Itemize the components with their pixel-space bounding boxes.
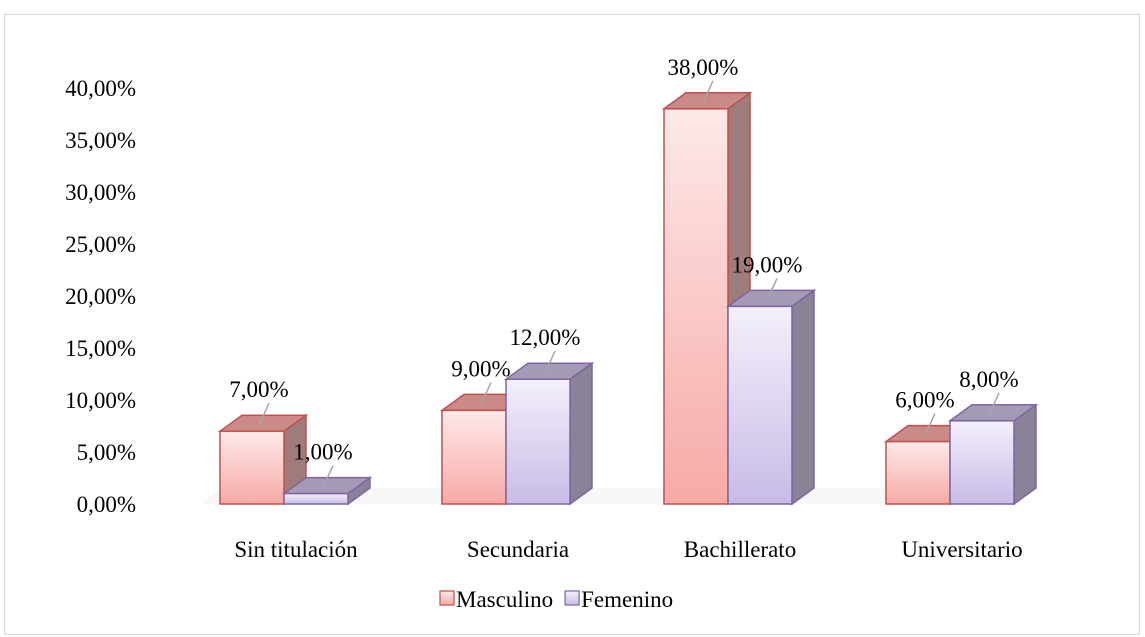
x-axis-categories: Sin titulación Secundaria Bachillerato Univ… bbox=[234, 537, 1022, 562]
bar-masculino-0 bbox=[217, 413, 309, 506]
y-tick-label: 15,00% bbox=[65, 336, 136, 361]
data-label: 8,00% bbox=[959, 367, 1018, 392]
legend-swatch-femenino bbox=[564, 590, 580, 606]
y-tick-label: 40,00% bbox=[65, 76, 136, 101]
y-tick-label: 0,00% bbox=[77, 492, 136, 517]
y-tick-label: 20,00% bbox=[65, 284, 136, 309]
y-tick-label: 35,00% bbox=[65, 128, 136, 153]
bar-femenino-2 bbox=[725, 288, 817, 506]
bar-femenino-3 bbox=[947, 403, 1039, 506]
data-labels: 7,00% 1,00% 9,00%12,00% 38,00% 19,00% 6,00%8,… bbox=[229, 55, 1019, 488]
bars bbox=[217, 91, 1039, 506]
chart-floor-plane bbox=[200, 488, 1022, 504]
bar-side-face bbox=[569, 361, 593, 506]
bar-masculino-2 bbox=[661, 91, 753, 506]
y-tick-label: 5,00% bbox=[77, 440, 136, 465]
data-label: 6,00% bbox=[895, 388, 954, 413]
bar-front-face bbox=[505, 378, 571, 505]
y-axis-ticks: 0,00% 5,00% 10,00% 15,00% 20,00% 25,00% 30,00%… bbox=[65, 76, 136, 517]
category-label: Secundaria bbox=[467, 537, 569, 562]
data-label: 1,00% bbox=[293, 440, 352, 465]
chart-floor bbox=[200, 488, 1022, 504]
bar-front-face bbox=[219, 430, 285, 505]
bar-front-face bbox=[663, 108, 729, 505]
data-label: 19,00% bbox=[732, 252, 803, 277]
y-tick-label: 10,00% bbox=[65, 388, 136, 413]
legend-swatch-masculino bbox=[439, 590, 455, 606]
data-label-leader bbox=[544, 350, 556, 374]
legend-label-masculino: Masculino bbox=[456, 587, 553, 612]
data-label-leader bbox=[480, 382, 492, 405]
bar-femenino-1 bbox=[503, 361, 595, 506]
bar-front-face bbox=[949, 420, 1015, 505]
bar-femenino-0 bbox=[281, 476, 373, 506]
bar-side-face bbox=[1013, 403, 1037, 506]
data-label-leader bbox=[988, 392, 1000, 416]
bar-front-face bbox=[885, 440, 951, 505]
category-label: Sin titulación bbox=[234, 537, 358, 562]
data-label-leader bbox=[766, 278, 778, 301]
legend: Masculino Femenino bbox=[439, 587, 673, 612]
legend-label-femenino: Femenino bbox=[581, 587, 673, 612]
bar-front-face bbox=[283, 492, 349, 505]
data-label: 7,00% bbox=[229, 377, 288, 402]
chart-frame bbox=[4, 14, 1140, 635]
bar-front-face bbox=[727, 305, 793, 505]
data-label: 38,00% bbox=[668, 55, 739, 80]
data-label-leader bbox=[702, 80, 714, 104]
bar-front-face bbox=[441, 409, 507, 505]
y-tick-label: 30,00% bbox=[65, 180, 136, 205]
y-tick-label: 25,00% bbox=[65, 232, 136, 257]
category-label: Bachillerato bbox=[684, 537, 796, 562]
data-label-leader bbox=[924, 413, 936, 436]
category-label: Universitario bbox=[901, 537, 1022, 562]
data-label: 9,00% bbox=[451, 356, 510, 381]
data-label-leader bbox=[258, 402, 270, 426]
data-label-leader bbox=[322, 465, 334, 488]
data-label: 12,00% bbox=[510, 325, 581, 350]
bar-side-face bbox=[791, 288, 815, 506]
